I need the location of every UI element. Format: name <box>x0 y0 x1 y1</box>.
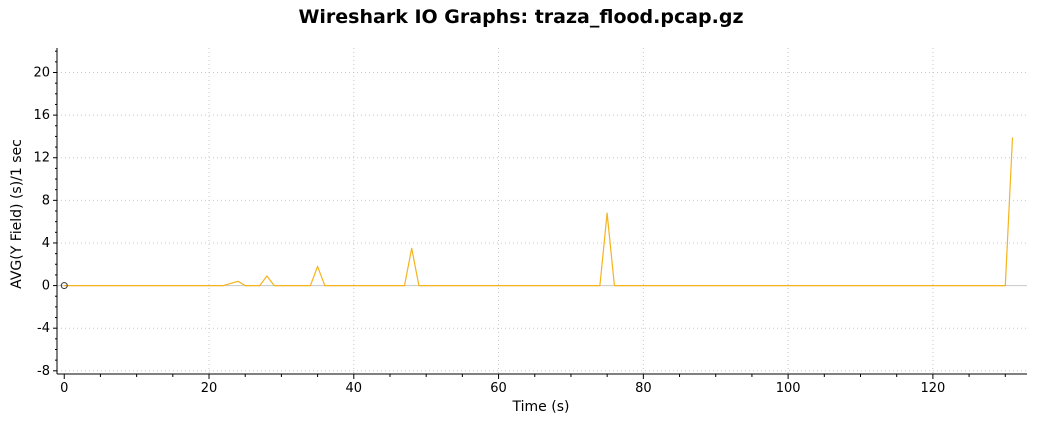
x-tick-label: 100 <box>776 381 801 396</box>
x-tick-label: 20 <box>201 381 218 396</box>
y-tick-label: 4 <box>42 236 50 251</box>
y-tick-label: 12 <box>33 151 50 166</box>
series-line <box>64 137 1014 287</box>
chart-title: Wireshark IO Graphs: traza_flood.pcap.gz <box>298 6 744 28</box>
x-tick-label: 120 <box>920 381 945 396</box>
series-layer <box>60 137 1014 290</box>
x-tick-label: 0 <box>60 381 68 396</box>
tick-labels: -8 -4 0 4 8 12 16 20 0 20 40 60 80 100 120 <box>33 66 945 396</box>
x-tick-label: 60 <box>490 381 507 396</box>
x-axis-label: Time (s) <box>512 399 570 415</box>
x-tick-label: 40 <box>346 381 363 396</box>
y-axis-label: AVG(Y Field) (s)/1 sec <box>9 139 25 289</box>
y-tick-label: 20 <box>33 66 50 81</box>
y-tick-label: -8 <box>37 364 50 379</box>
y-tick-label: 0 <box>42 279 50 294</box>
x-tick-label: 80 <box>635 381 652 396</box>
y-tick-label: 16 <box>33 108 50 123</box>
axes <box>53 48 1027 379</box>
y-tick-label: 8 <box>42 193 50 208</box>
start-marker <box>60 282 68 290</box>
y-tick-label: -4 <box>37 321 50 336</box>
grid-lines <box>57 48 1027 374</box>
